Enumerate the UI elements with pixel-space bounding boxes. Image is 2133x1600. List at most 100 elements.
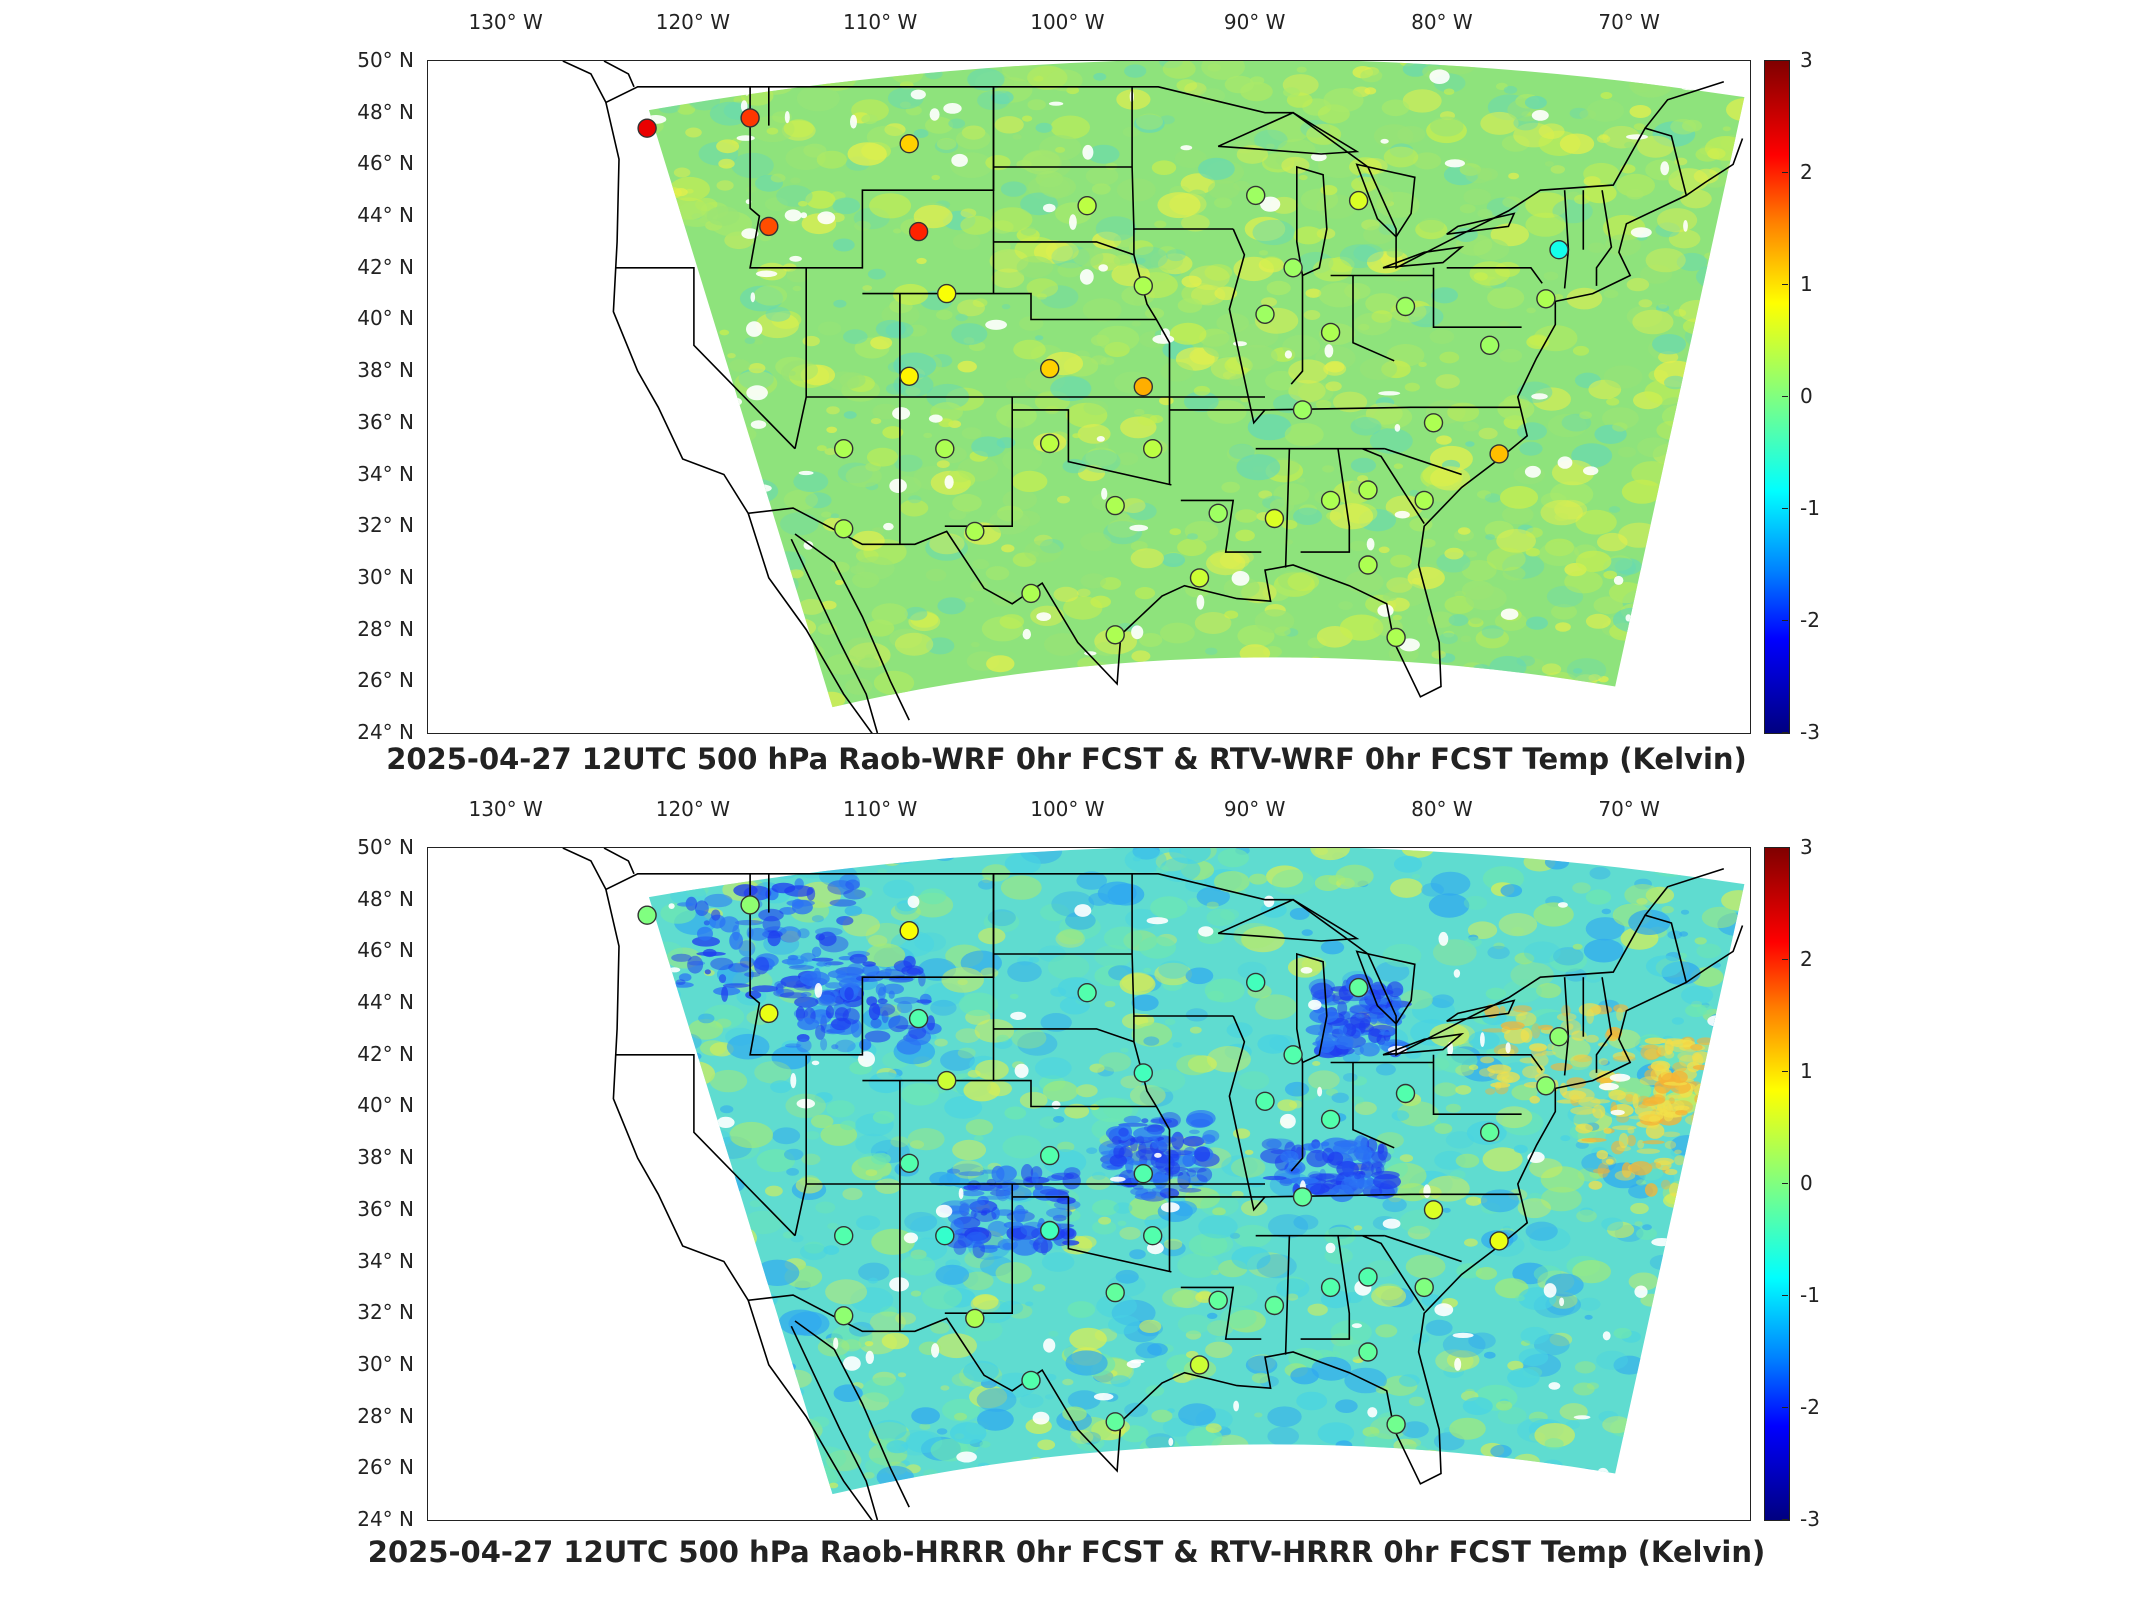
raob-station-marker (740, 108, 760, 128)
raob-station-marker (1395, 296, 1416, 317)
raob-station-marker (1255, 1091, 1275, 1112)
raob-station-marker (1320, 322, 1341, 343)
raob-station-marker (1292, 1187, 1313, 1207)
colorbar-tick-mark (1782, 284, 1788, 285)
state-boundary (1284, 1235, 1291, 1355)
raob-station-marker (1320, 490, 1341, 511)
colorbar-tick-mark (1782, 1071, 1788, 1072)
state-boundary (1169, 406, 1520, 411)
raob-station-marker (965, 521, 985, 542)
latitude-label: 36° N (357, 409, 414, 434)
canada-coastline (1644, 80, 1725, 129)
state-boundary (1384, 447, 1462, 476)
raob-station-marker (1040, 1145, 1060, 1166)
raob-station-marker (1395, 1083, 1416, 1104)
raob-station-marker (1189, 568, 1210, 588)
great-lake (1217, 111, 1360, 155)
colorbar-tick-label: 1 (1800, 1059, 1813, 1083)
colorbar-tick-mark (1782, 1295, 1788, 1296)
raob-station-marker (1414, 1277, 1434, 1298)
political-boundaries (562, 848, 1744, 1520)
state-boundary (615, 1054, 796, 1237)
raob-station-marker (1358, 1267, 1378, 1287)
latitude-label: 42° N (357, 254, 414, 279)
raob-station-marker (1358, 1342, 1378, 1362)
great-lake (1217, 898, 1360, 942)
raob-station-marker (1479, 335, 1500, 355)
colorbar-top (1764, 60, 1790, 734)
canada-coastline (1685, 925, 1744, 984)
latitude-label: 30° N (357, 564, 414, 589)
colorbar-tick-label: -2 (1800, 1395, 1820, 1419)
colorbar-tick-mark (1782, 1407, 1788, 1408)
state-boundary (1362, 447, 1425, 525)
mexico-coastline (747, 1300, 873, 1520)
raob-station-marker (1549, 1026, 1569, 1047)
state-boundary (749, 86, 995, 269)
latitude-label: 30° N (357, 1351, 414, 1376)
colorbar-tick-mark (1782, 508, 1788, 509)
raob-station-marker (1386, 1414, 1406, 1435)
map-frame-bottom (427, 847, 1751, 1521)
canada-coastline (1685, 138, 1744, 197)
canada-coastline (1644, 867, 1725, 916)
raob-station-marker (1479, 1122, 1500, 1142)
latitude-label: 44° N (357, 990, 414, 1015)
map-bottom (562, 848, 1745, 1520)
raob-station-marker (1208, 1290, 1228, 1310)
raob-station-marker (1264, 508, 1285, 529)
canada-coastline (562, 61, 607, 103)
raob-station-marker (1040, 433, 1060, 454)
colorbar-tick-label: -3 (1800, 720, 1820, 744)
raob-station-marker (1283, 258, 1303, 278)
raob-station-marker (1489, 444, 1509, 464)
panel-title-bottom: 2025-04-27 12UTC 500 hPa Raob-HRRR 0hr F… (367, 1535, 1766, 1569)
raob-station-marker (1348, 190, 1369, 211)
longitude-label: 70° W (1598, 797, 1660, 821)
latitude-label: 32° N (357, 1300, 414, 1325)
latitude-label: 28° N (357, 1403, 414, 1428)
latitude-label: 38° N (357, 358, 414, 383)
latitude-label: 44° N (357, 203, 414, 228)
raob-station-marker (1423, 1200, 1444, 1220)
colorbar-tick-label: -2 (1800, 608, 1820, 632)
mexico-coastline (794, 1320, 910, 1508)
latitude-label: 42° N (357, 1041, 414, 1066)
longitude-label: 120° W (655, 797, 731, 821)
colorbar-tick-mark (1782, 60, 1788, 61)
raob-station-marker (1414, 490, 1434, 511)
panel-raob-hrrr: 130° W 120° W 110° W 100° W 90° W 80° W 70° W … (0, 790, 2133, 1600)
state-boundary (1290, 275, 1304, 385)
raob-station-marker (637, 118, 657, 138)
state-boundary (1352, 275, 1395, 362)
latitude-label: 34° N (357, 1248, 414, 1273)
longitude-label: 90° W (1223, 797, 1286, 821)
longitude-label: 100° W (1030, 797, 1105, 821)
raob-station-marker (834, 519, 854, 539)
state-boundary (1432, 1054, 1522, 1115)
latitude-label: 24° N (357, 1507, 414, 1531)
colorbar-tick-label: 0 (1800, 1171, 1813, 1195)
colorbar-tick-label: 1 (1800, 272, 1813, 296)
state-boundary (1133, 1016, 1171, 1272)
raob-station-marker (1283, 1045, 1303, 1065)
raob-station-marker (908, 221, 929, 242)
state-boundary (1012, 1196, 1172, 1273)
great-lake (1446, 999, 1516, 1022)
raob-station-marker (1348, 977, 1369, 998)
raob-station-marker (965, 1308, 985, 1329)
state-boundary (1362, 1234, 1425, 1312)
colorbar-tick-mark (1782, 732, 1788, 733)
raob-station-marker (899, 133, 919, 154)
mexico-coastline (790, 538, 879, 733)
latitude-label: 24° N (357, 720, 414, 744)
raob-station-marker (1105, 495, 1125, 516)
raob-station-marker (935, 439, 955, 459)
raob-station-marker (637, 905, 657, 925)
colorbar-tick-label: 0 (1800, 384, 1813, 408)
colorbar-tick-mark (1782, 620, 1788, 621)
canada-coastline (603, 61, 635, 88)
raob-station-marker (1143, 439, 1163, 459)
raob-station-marker (1549, 239, 1569, 260)
raob-stations (637, 108, 1569, 648)
